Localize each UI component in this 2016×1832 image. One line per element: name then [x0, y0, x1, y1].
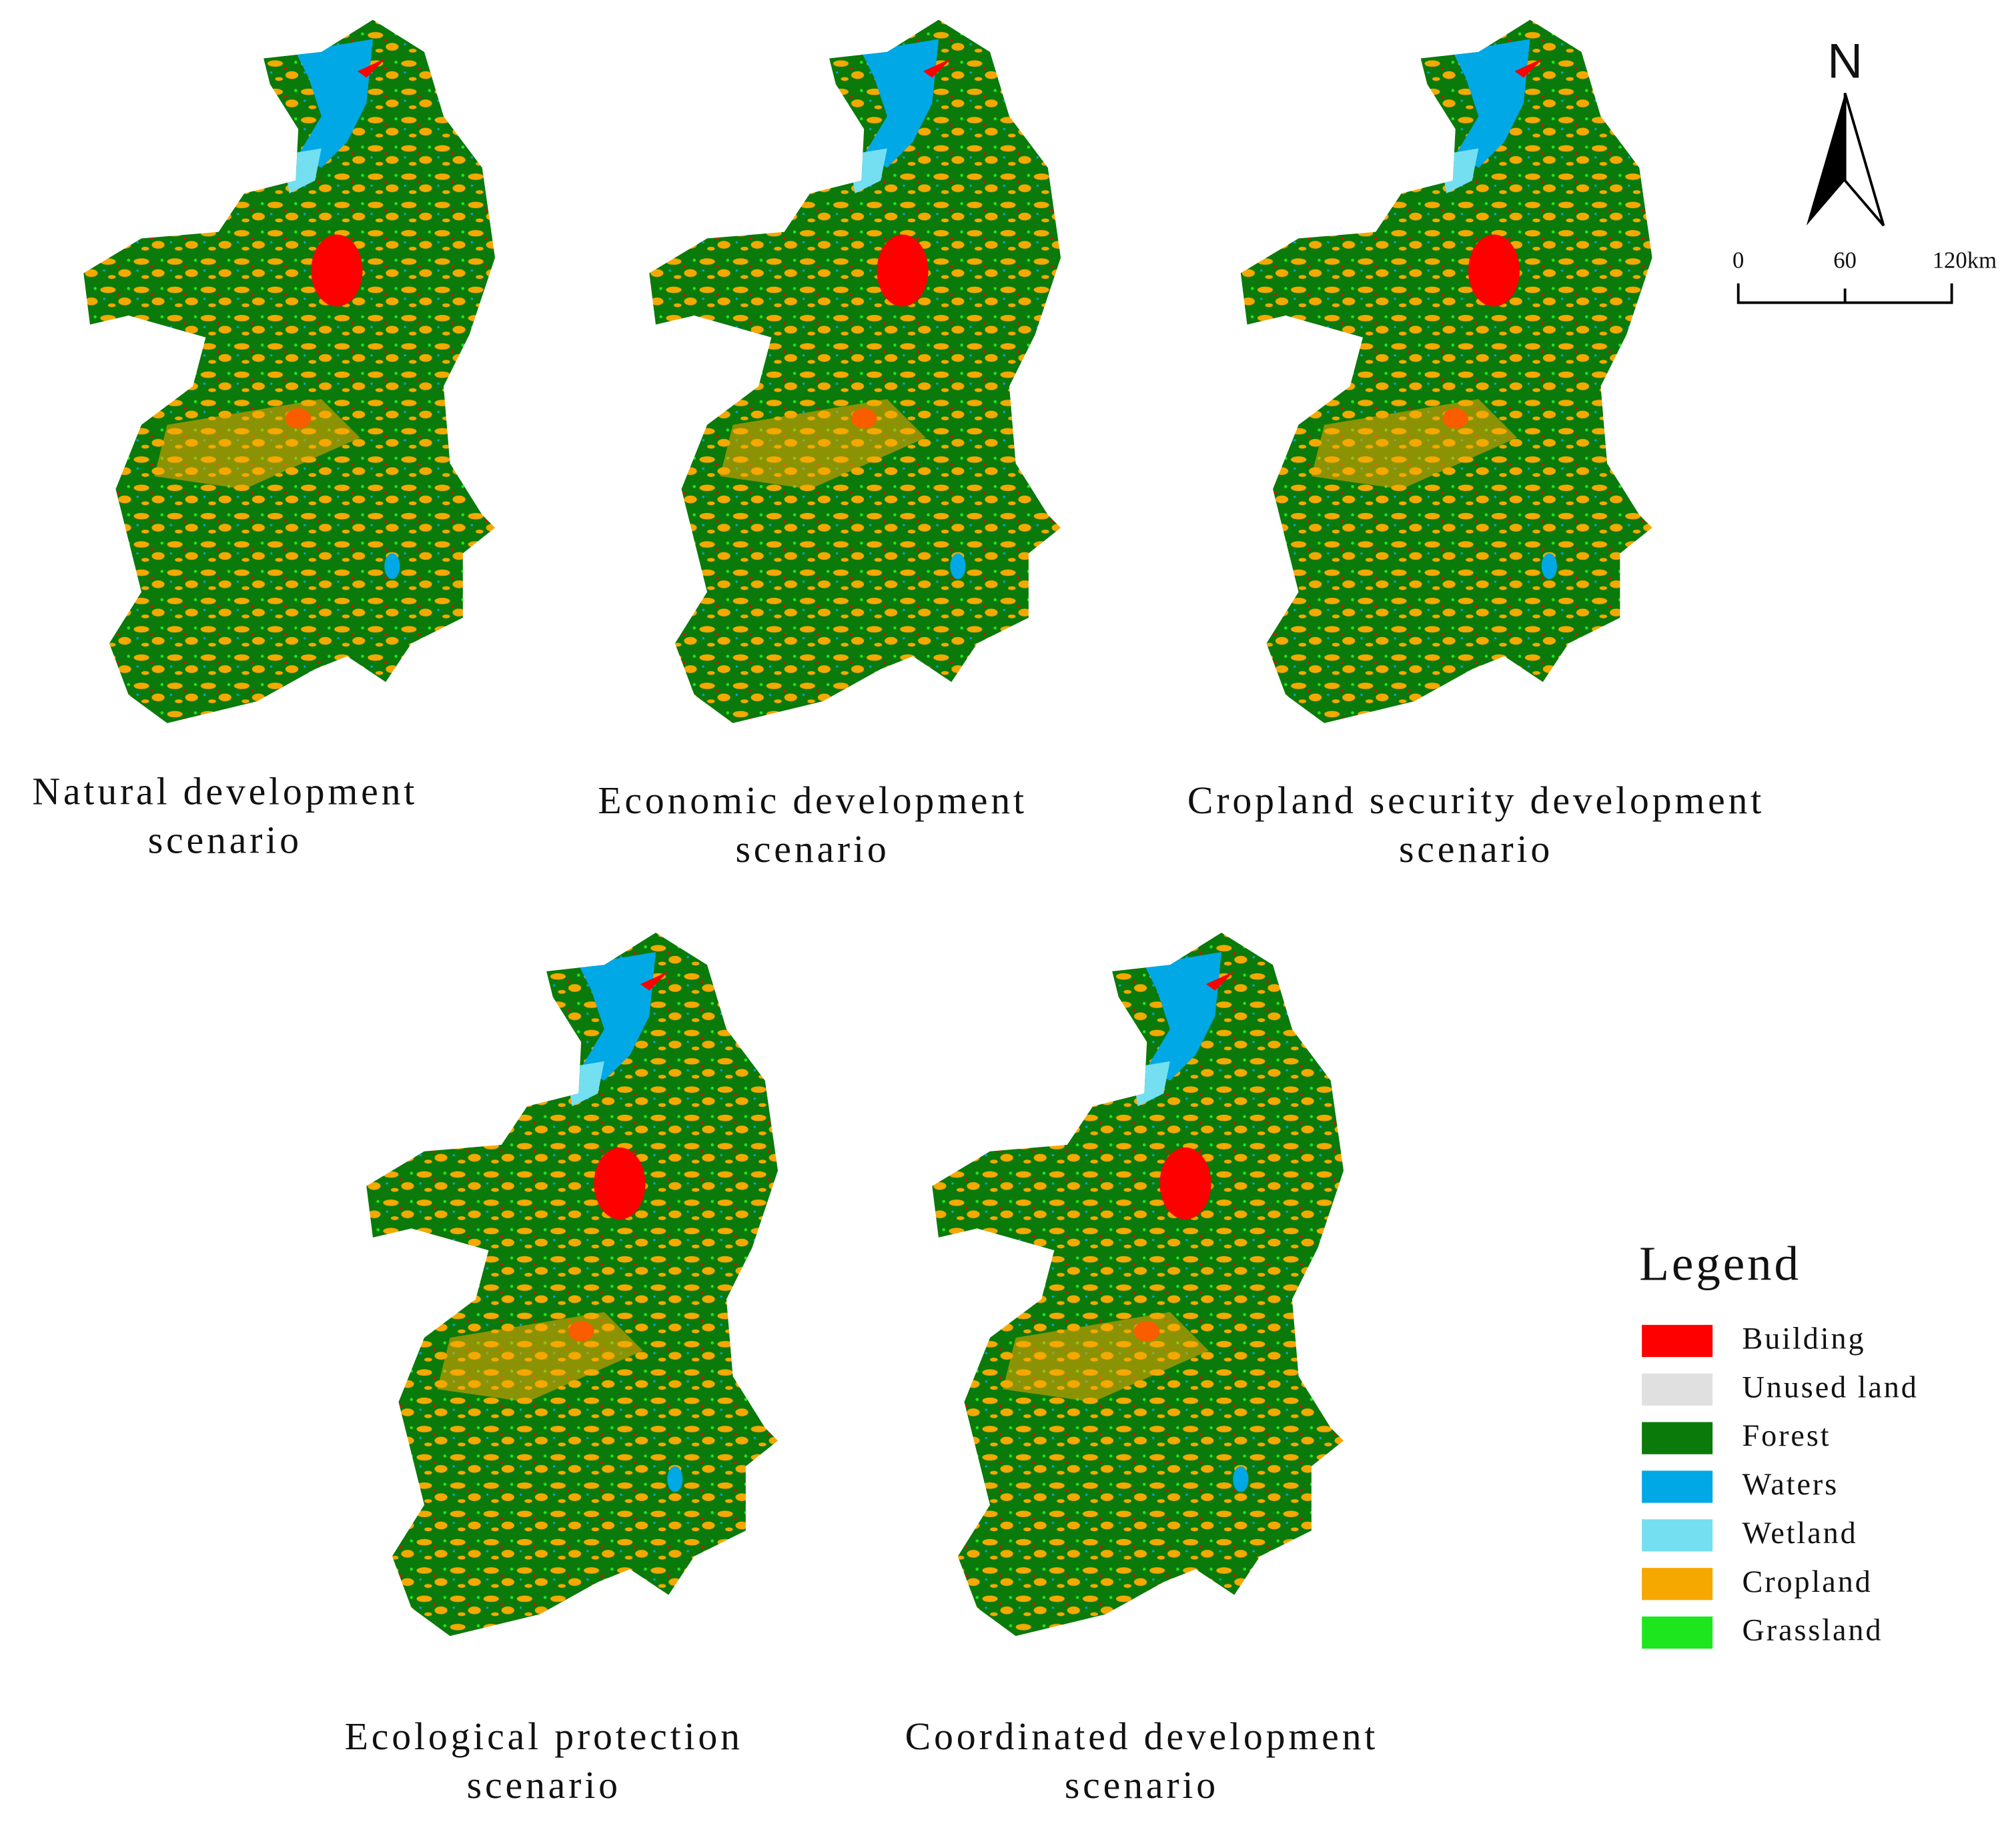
- scale-label: 60: [1833, 248, 1857, 274]
- panel-caption: scenario: [467, 1763, 621, 1807]
- legend-swatch: [1642, 1422, 1713, 1454]
- panel-caption: scenario: [735, 827, 889, 871]
- land-use-map: [1221, 1, 1672, 747]
- panel-caption: Ecological protection: [345, 1715, 743, 1758]
- legend-label: Wetland: [1742, 1516, 1857, 1550]
- legend-swatch: [1642, 1519, 1713, 1552]
- panel-caption: Cropland security development: [1187, 779, 1765, 822]
- legend-swatch: [1642, 1470, 1713, 1503]
- north-label: N: [1827, 33, 1863, 88]
- panel-caption: Natural development: [32, 769, 418, 813]
- legend-swatch: [1642, 1568, 1713, 1600]
- scale-bar: 0 60 120km: [1732, 248, 1997, 304]
- legend-swatch: [1642, 1373, 1713, 1406]
- legend-label: Forest: [1742, 1419, 1831, 1453]
- panel-caption: scenario: [148, 819, 302, 862]
- scale-label: 0: [1732, 248, 1744, 274]
- land-use-map: [630, 1, 1080, 747]
- map-panel: Ecological protection scenario: [345, 913, 797, 1807]
- legend-label: Building: [1742, 1322, 1865, 1356]
- legend-label: Unused land: [1742, 1370, 1918, 1404]
- map-panel: Cropland security development scenario: [1187, 1, 1765, 871]
- map-panel: Coordinated development scenario: [905, 913, 1379, 1807]
- map-panel: Economic development scenario: [598, 1, 1080, 871]
- panel-caption: scenario: [1065, 1763, 1219, 1807]
- legend-swatch: [1642, 1616, 1713, 1649]
- panel-caption: Economic development: [598, 779, 1027, 822]
- legend-title: Legend: [1639, 1236, 1801, 1290]
- legend-label: Waters: [1742, 1468, 1839, 1502]
- panel-caption: scenario: [1399, 827, 1553, 871]
- land-use-map: [913, 913, 1363, 1659]
- scale-label: 120km: [1933, 248, 1997, 274]
- map-panel: Natural development scenario: [32, 1, 514, 862]
- scale-line: [1736, 283, 1953, 304]
- legend-label: Cropland: [1742, 1565, 1872, 1599]
- north-arrow: N: [1806, 33, 1885, 227]
- legend: Legend Building Unused land Forest Waters We…: [1639, 1236, 1918, 1649]
- arrow-right: [1843, 92, 1885, 227]
- arrow-left: [1806, 93, 1845, 226]
- land-use-map: [347, 913, 797, 1659]
- land-use-map: [64, 1, 514, 747]
- panel-caption: Coordinated development: [905, 1715, 1379, 1758]
- legend-swatch: [1642, 1324, 1713, 1358]
- legend-label: Grassland: [1742, 1614, 1883, 1648]
